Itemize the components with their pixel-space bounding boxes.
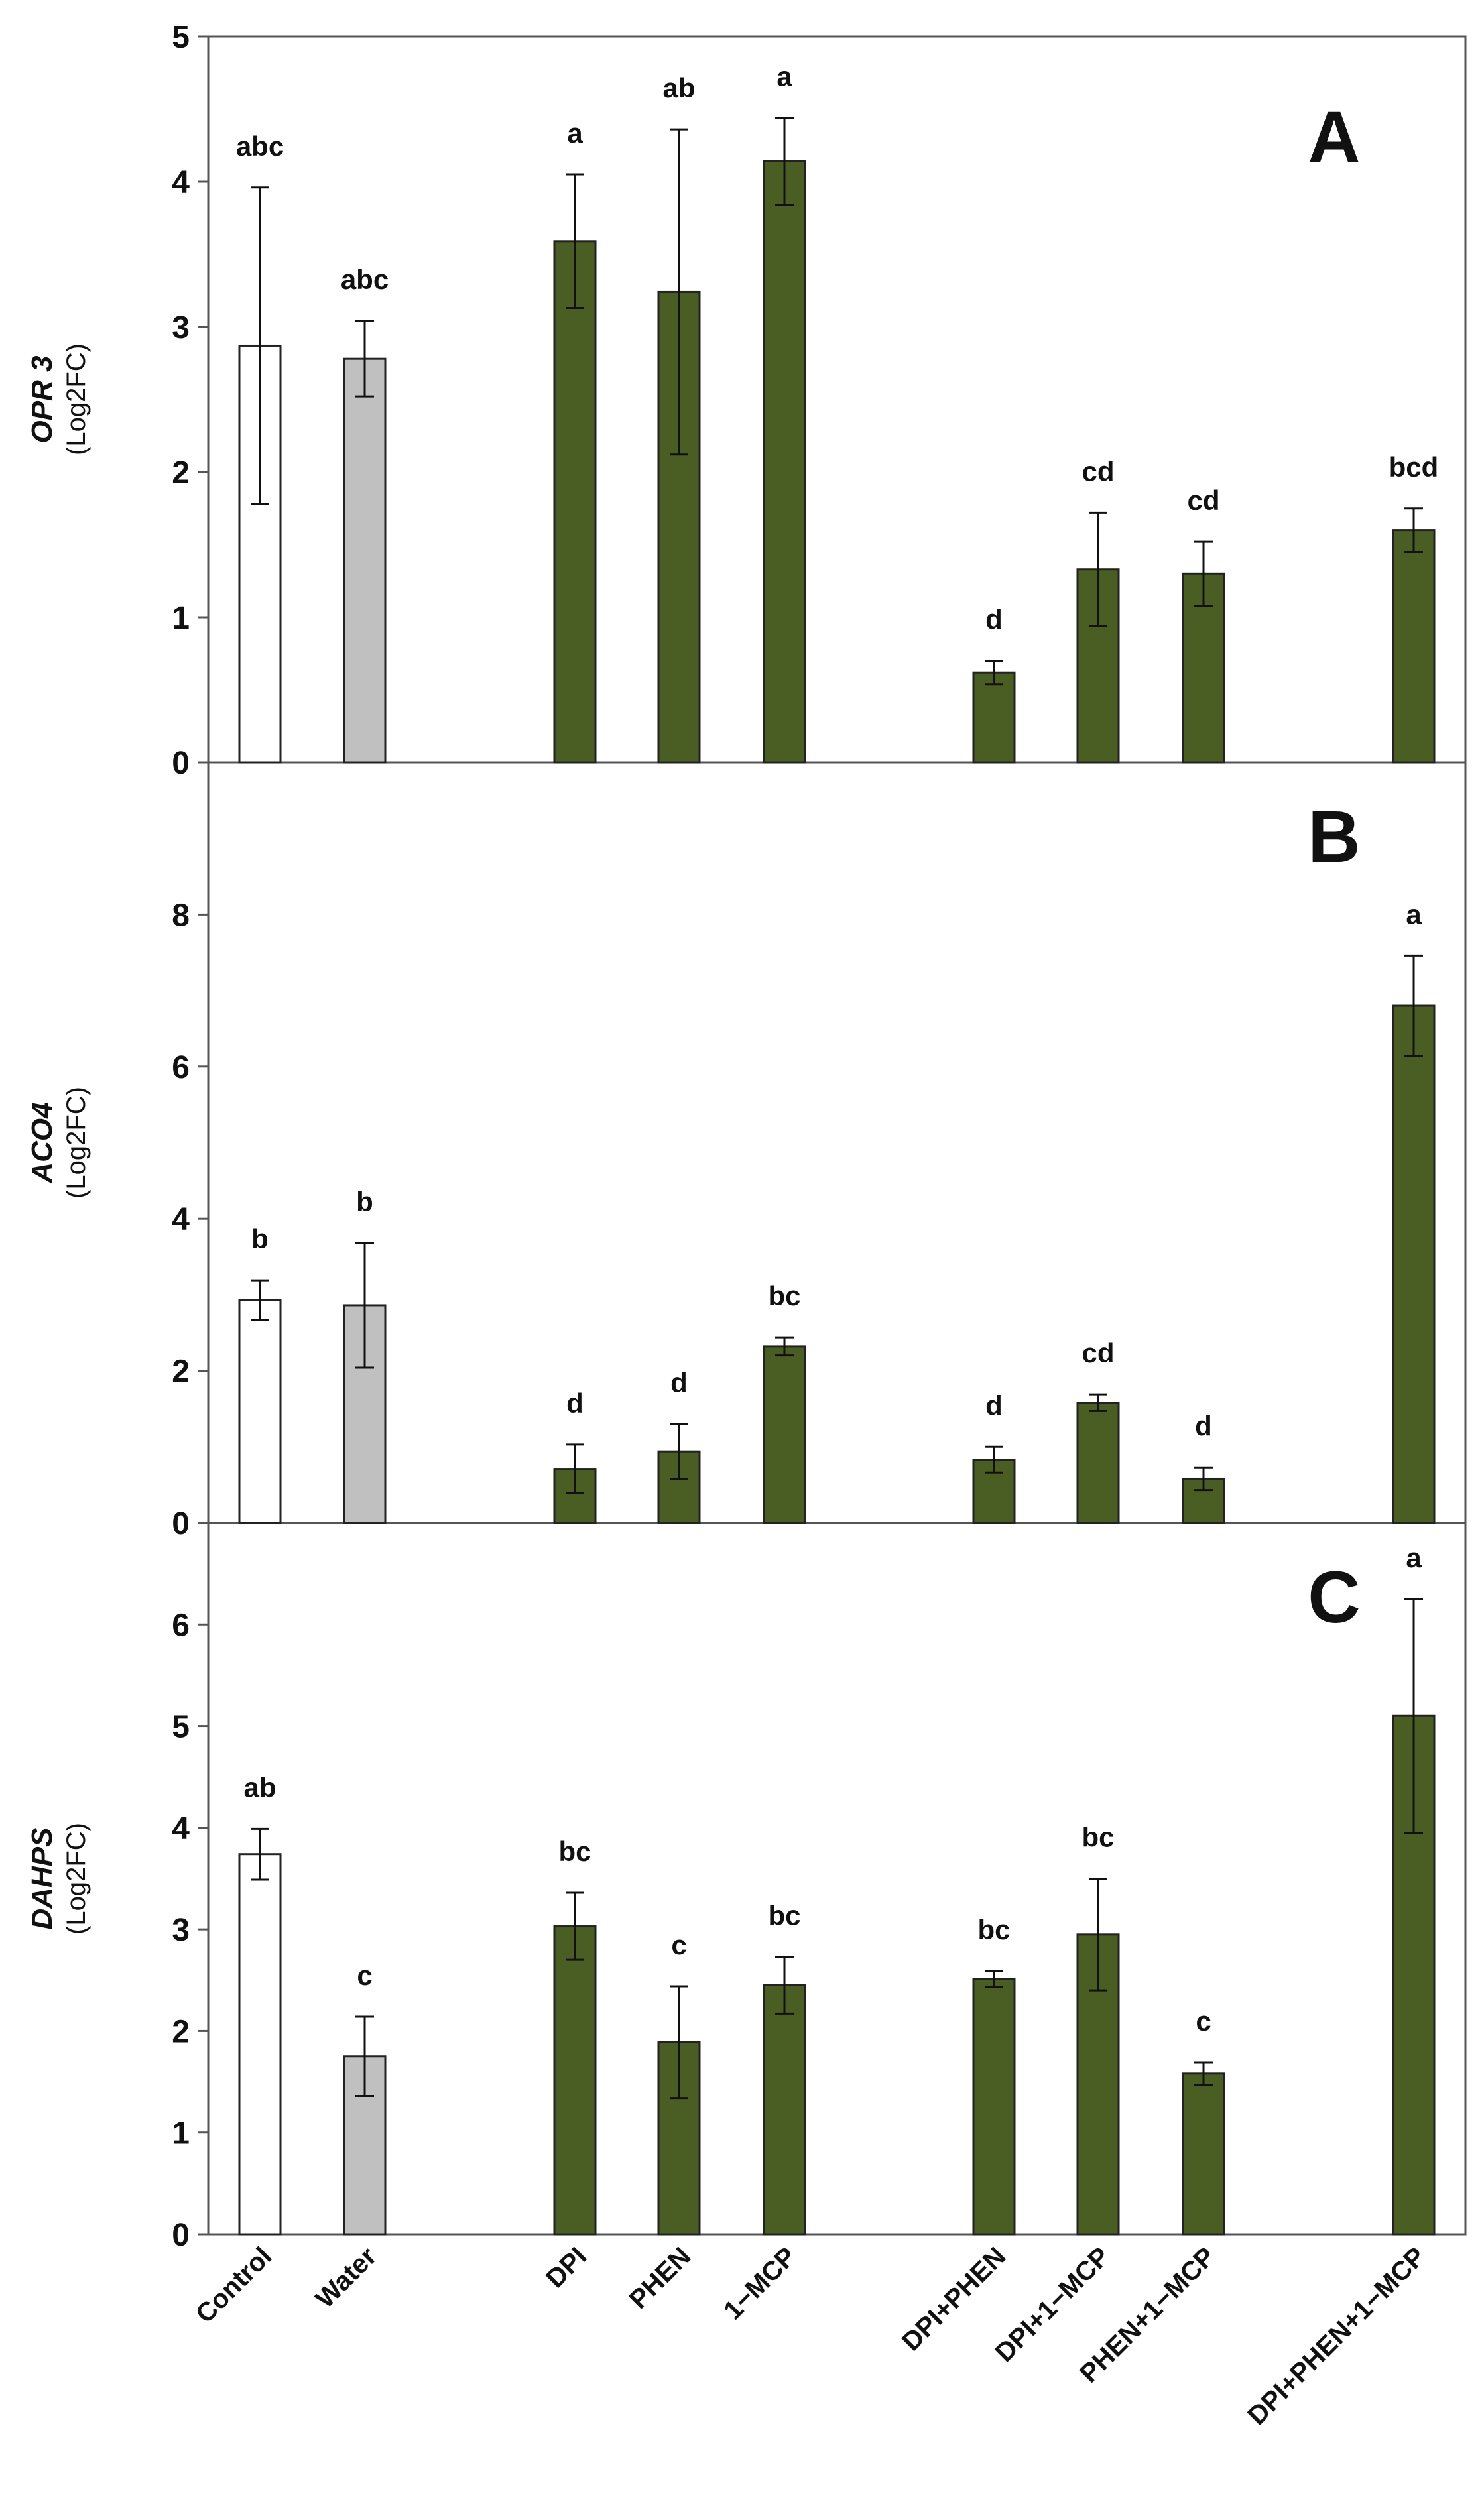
y-tick-label: 2 [172,455,190,491]
bar [553,1925,597,2236]
significance-letter: cd [1187,485,1219,516]
significance-letter: c [1196,2006,1211,2037]
y-tick-label: 4 [172,165,190,200]
bar [1392,1004,1436,1524]
significance-letter: bc [977,1914,1010,1945]
y-tick-label: 5 [172,20,190,55]
panel-label: C [1308,1557,1360,1638]
significance-letter: c [357,1960,372,1991]
y-tick-label: 8 [172,898,190,933]
significance-letter: cd [1081,455,1114,487]
y-tick-label: 1 [172,2116,190,2151]
x-category-label: DPI [540,2242,592,2293]
bar [1182,2072,1225,2236]
x-category-label: DPI+PHEN [896,2242,1011,2356]
y-tick-label: 0 [172,746,190,781]
panel-c: 0 1 2 3 4 5 6 DAHPS (Log2FC) Cab c bc c bc bc bc c a [26,1542,1465,2253]
significance-letter: abc [236,131,284,162]
significance-letter: ab [662,72,695,103]
significance-letter: bc [558,1836,591,1867]
y-tick-label: 6 [172,1050,190,1085]
x-category-label: DPI+PHEN+1−MCP [1242,2242,1431,2430]
bar [1392,529,1436,764]
bar [343,357,387,764]
significance-letter: d [985,1390,1003,1421]
significance-letter: b [356,1186,373,1217]
y-tick-label: 4 [172,1202,190,1237]
panel-label: A [1308,97,1360,178]
x-category-label: Water [310,2242,383,2314]
significance-letter: b [251,1223,269,1254]
bar [238,1853,282,2236]
y-tick-label: 0 [172,2218,190,2253]
significance-letter: ab [243,1771,276,1803]
y-tick-label: 2 [172,1354,190,1390]
significance-letter: cd [1081,1337,1114,1368]
y-tick-label: 4 [172,1811,190,1846]
significance-letter: a [776,61,792,92]
x-category-label: PHEN [624,2242,697,2314]
bar [763,1345,806,1524]
y-tick-label: 2 [172,2014,190,2049]
panel-label: B [1308,796,1360,878]
bar [553,240,597,764]
significance-letter: bc [1081,1822,1114,1853]
x-category-label: 1−MCP [718,2242,802,2325]
plot-frame [207,35,1467,2236]
y-tick-label: 6 [172,1608,190,1643]
y-axis-unit-label: (Log2FC) [62,1087,91,1199]
y-axis-unit-label: (Log2FC) [62,1823,91,1935]
significance-letter: a [1406,898,1422,930]
significance-letter: d [566,1388,584,1419]
y-axis-unit-label: (Log2FC) [62,343,91,455]
x-category-label: Control [190,2242,278,2329]
significance-letter: bc [768,1900,800,1931]
bar [972,1978,1016,2236]
y-tick-label: 0 [172,1506,190,1541]
y-axis-gene-label: OPR 3 [26,355,58,443]
bar [972,671,1016,764]
significance-letter: d [670,1367,688,1398]
significance-letter: bc [768,1280,800,1311]
bar [238,1299,282,1524]
significance-letter: a [567,117,583,149]
bar [763,1984,806,2236]
significance-letter: a [1406,1542,1422,1573]
y-tick-label: 5 [172,1710,190,1745]
bar [1076,1402,1120,1524]
y-axis-gene-label: ACO4 [26,1102,58,1183]
bar [763,160,806,764]
y-tick-label: 1 [172,601,190,636]
significance-letter: abc [341,264,389,295]
significance-letter: d [985,604,1003,635]
panel-b: 0 2 4 6 8 ACO4 (Log2FC) Bb b d d bc d cd d a [26,796,1465,1541]
significance-letter: d [1195,1410,1212,1441]
y-axis-gene-label: DAHPS [26,1827,58,1929]
significance-letter: bcd [1389,451,1439,483]
significance-letter: c [671,1929,686,1960]
y-tick-label: 3 [172,1913,190,1948]
y-tick-label: 3 [172,310,190,345]
